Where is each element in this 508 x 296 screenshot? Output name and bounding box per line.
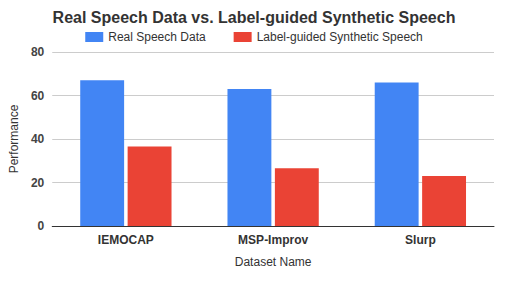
svg-text:20: 20 [31,176,45,190]
svg-text:IEMOCAP: IEMOCAP [98,233,154,247]
svg-text:Real Speech Data: Real Speech Data [108,30,206,44]
svg-text:MSP-Improv: MSP-Improv [238,233,308,247]
svg-text:Performance: Performance [7,104,21,173]
svg-text:Dataset Name: Dataset Name [235,255,312,269]
svg-text:0: 0 [38,219,45,233]
svg-text:80: 80 [31,45,45,59]
svg-text:Label-guided Synthetic Speech: Label-guided Synthetic Speech [257,30,423,44]
svg-text:40: 40 [31,132,45,146]
svg-text:Real Speech Data vs. Label-gui: Real Speech Data vs. Label-guided Synthe… [53,9,456,26]
svg-text:Slurp: Slurp [405,233,436,247]
svg-text:60: 60 [31,89,45,103]
